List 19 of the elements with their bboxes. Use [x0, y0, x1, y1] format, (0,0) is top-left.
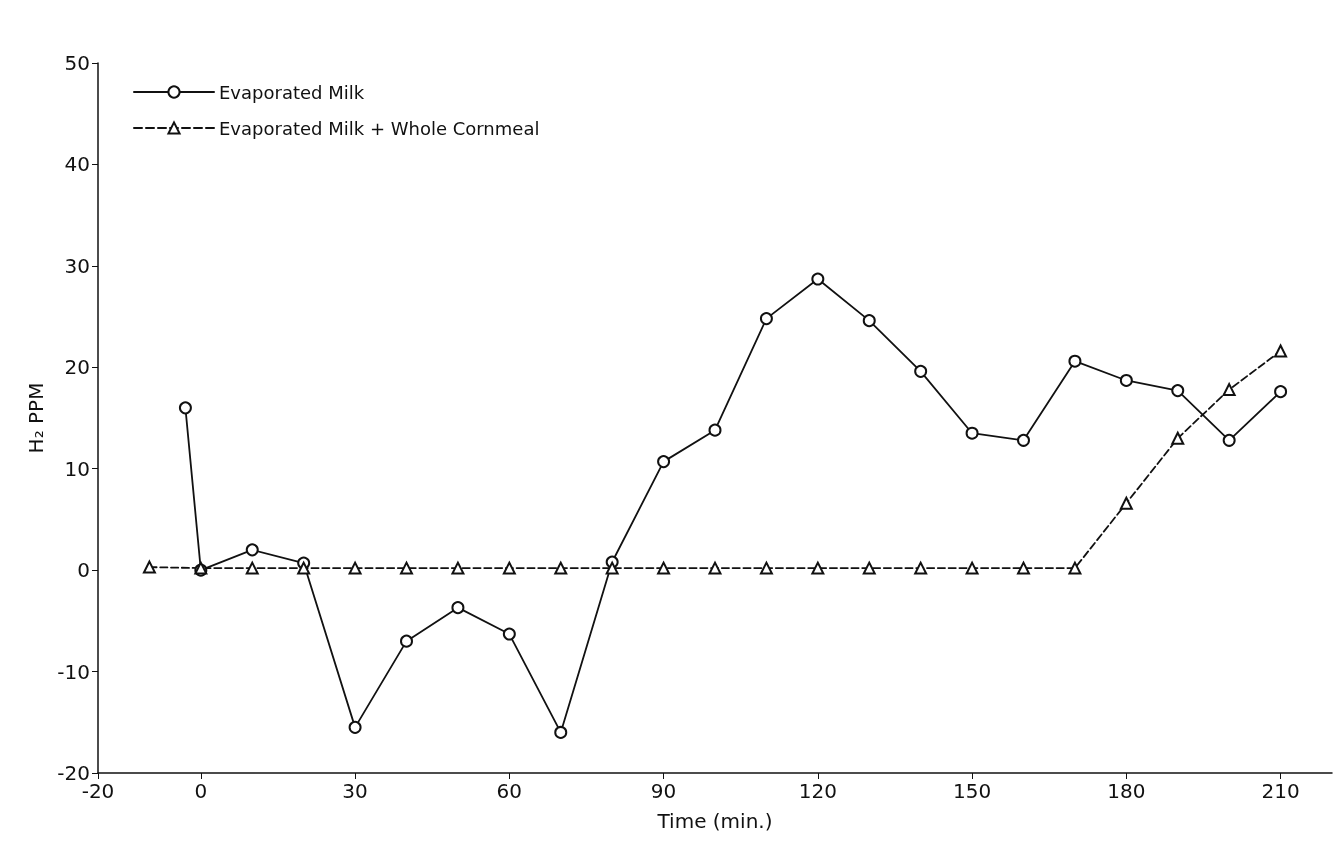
- x-tick-label: 210: [1261, 779, 1300, 803]
- legend-label: Evaporated Milk + Whole Cornmeal: [219, 117, 540, 139]
- x-tick-label: 120: [798, 779, 837, 803]
- x-tick-label: 60: [496, 779, 523, 803]
- x-tick-label: 30: [342, 779, 368, 803]
- y-tick-label: 0: [77, 558, 90, 583]
- y-tick-label: 10: [64, 456, 90, 481]
- y-tick-label: 30: [64, 253, 90, 278]
- y-tick-label: 20: [64, 355, 90, 380]
- legend-label: Evaporated Milk: [219, 81, 365, 103]
- x-tick-label: 180: [1107, 779, 1146, 803]
- y-axis-title: H₂ PPM: [24, 382, 49, 454]
- x-tick-label: 90: [650, 779, 677, 803]
- x-axis-title: Time (min.): [656, 809, 773, 833]
- y-tick-label: -10: [57, 659, 90, 684]
- y-tick-label: 50: [64, 51, 90, 75]
- x-tick-label: 0: [194, 779, 208, 803]
- x-tick-label: 150: [952, 779, 992, 803]
- y-tick-label: 40: [64, 152, 90, 177]
